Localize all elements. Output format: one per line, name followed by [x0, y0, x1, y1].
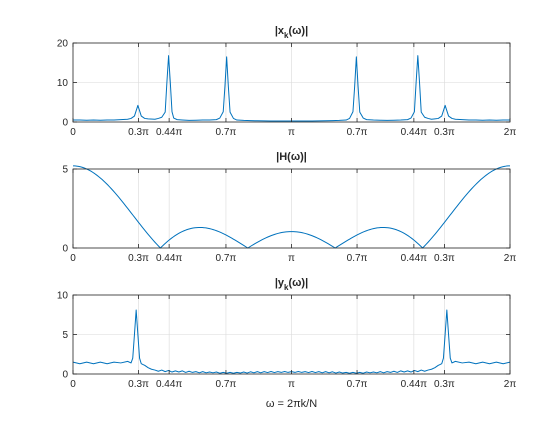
x-tick-label: 2π: [504, 379, 517, 390]
x-tick-label: 0.3π: [434, 379, 455, 390]
y-tick-label: 10: [57, 291, 69, 302]
x-tick-label: 0.7π: [347, 127, 368, 138]
y-tick-label: 0: [62, 244, 68, 255]
x-tick-label: 0.3π: [128, 253, 149, 264]
x-axis-label: ω = 2πk/N: [266, 398, 317, 410]
x-tick-label: 0.3π: [434, 253, 455, 264]
x-tick-label: 0: [70, 127, 76, 138]
x-tick-label: 0.44π: [156, 253, 182, 264]
series-line: [72, 165, 511, 249]
x-tick-label: 0.7π: [216, 379, 237, 390]
subplot-title: |yk(ω)|: [275, 277, 308, 292]
y-tick-label: 10: [57, 78, 69, 89]
x-tick-label: 0.3π: [128, 379, 149, 390]
y-tick-label: 0: [62, 370, 68, 381]
subplot-2: 0 0.3π 0.44π 0.7π π 0.7π 0.44π 0.3π 2π 0 5 |H(ω)|: [62, 151, 516, 264]
x-tick-label: 0: [70, 379, 76, 390]
subplot-title: |H(ω)|: [276, 151, 307, 163]
x-tick-label: 0.44π: [156, 127, 182, 138]
subplot-3: 0 0.3π 0.44π 0.7π π 0.7π 0.44π 0.3π 2π 0 5 10 |yk(ω)…: [57, 277, 516, 390]
x-tick-label: 0.3π: [128, 127, 149, 138]
x-tick-label: 0.7π: [216, 253, 237, 264]
x-tick-label: 2π: [504, 253, 517, 264]
x-tick-label: π: [288, 253, 295, 264]
title-main: |x: [275, 25, 285, 37]
x-tick-label: 0.44π: [401, 127, 427, 138]
title-main: |y: [275, 277, 285, 289]
x-tick-label: π: [288, 379, 295, 390]
y-tick-label: 20: [57, 39, 69, 50]
x-tick-label: 0.7π: [347, 253, 368, 264]
subplot-1: 0 0.3π 0.44π 0.7π π 0.7π 0.44π 0.3π 2π 0 10 20 |xk(ω…: [57, 25, 516, 138]
x-tick-label: 0.7π: [216, 127, 237, 138]
title-subscript: k: [284, 283, 289, 292]
y-tick-label: 5: [62, 165, 68, 176]
title-subscript: k: [284, 31, 289, 40]
x-tick-label: 0.7π: [347, 379, 368, 390]
subplot-title: |xk(ω)|: [275, 25, 308, 40]
x-tick-label: π: [288, 127, 295, 138]
x-tick-label: 0.44π: [401, 379, 427, 390]
y-tick-label: 5: [62, 330, 68, 341]
title-tail: (ω)|: [288, 277, 308, 289]
x-tick-label: 0.44π: [401, 253, 427, 264]
x-tick-label: 0.44π: [156, 379, 182, 390]
x-tick-label: 2π: [504, 127, 517, 138]
title-tail: (ω)|: [288, 25, 308, 37]
x-tick-label: 0.3π: [434, 127, 455, 138]
x-tick-label: 0: [70, 253, 76, 264]
title-main: |H(ω)|: [276, 151, 307, 163]
y-tick-label: 0: [62, 118, 68, 129]
